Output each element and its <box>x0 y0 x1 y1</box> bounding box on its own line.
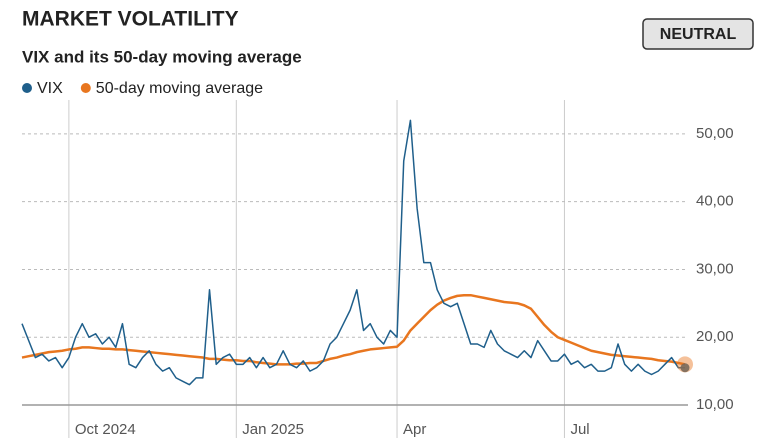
badge-box <box>642 18 754 50</box>
x-tick-label: Apr <box>403 421 426 438</box>
x-tick-label: Jul <box>570 421 589 438</box>
end-marker <box>677 356 693 373</box>
x-tick-label: Jan 2025 <box>242 421 304 438</box>
y-tick-label: 40,00 <box>696 193 734 210</box>
legend-marker <box>80 83 91 93</box>
legend-label: 50-day moving average <box>96 80 263 97</box>
y-tick-label: 50,00 <box>696 125 734 142</box>
legend-marker <box>22 83 32 93</box>
y-tick-label: 20,00 <box>696 328 734 345</box>
end-marker <box>680 363 690 373</box>
y-tick-label: 30,00 <box>696 260 734 277</box>
chart-title: MARKET VOLATILITY <box>22 8 239 31</box>
series-line <box>21 119 685 386</box>
y-tick-label: 10,00 <box>696 396 734 413</box>
legend-label: VIX <box>37 80 63 97</box>
series-line <box>21 293 686 366</box>
badge-text: NEUTRAL <box>660 26 737 43</box>
x-tick-label: Oct 2024 <box>75 421 136 438</box>
chart-subtitle: VIX and its 50-day moving average <box>22 47 302 66</box>
